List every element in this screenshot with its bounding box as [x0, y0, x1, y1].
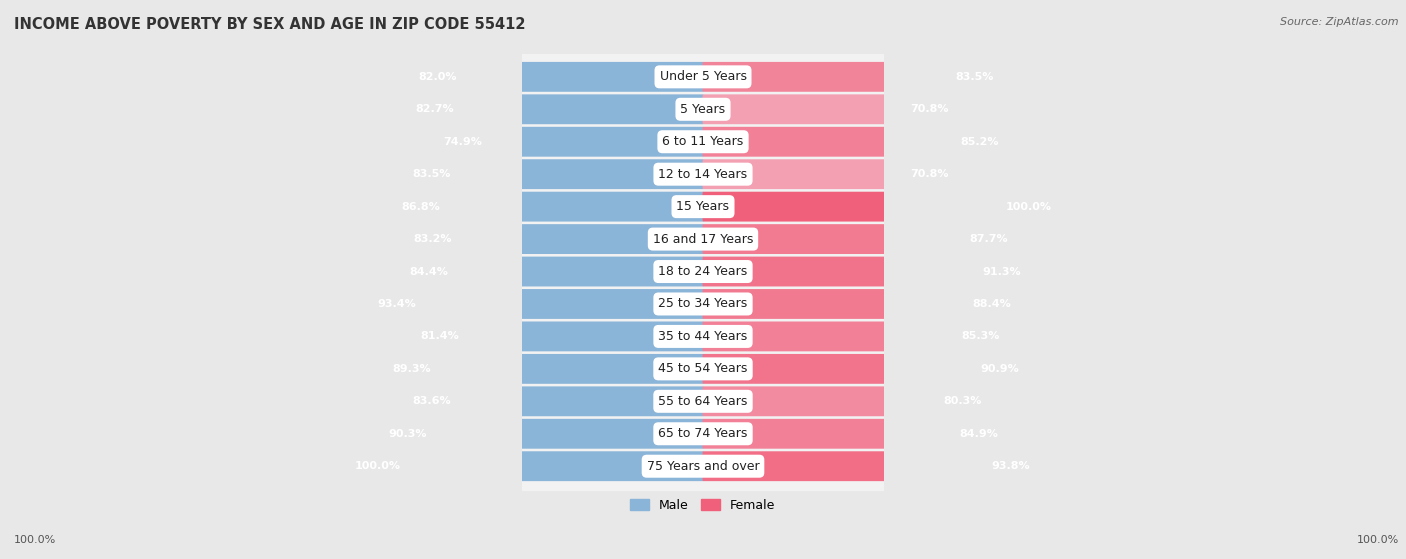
- Text: 85.2%: 85.2%: [960, 137, 1000, 147]
- Text: 5 Years: 5 Years: [681, 103, 725, 116]
- Text: 35 to 44 Years: 35 to 44 Years: [658, 330, 748, 343]
- FancyBboxPatch shape: [406, 386, 703, 416]
- Text: 80.3%: 80.3%: [943, 396, 981, 406]
- FancyBboxPatch shape: [703, 94, 955, 124]
- FancyBboxPatch shape: [703, 386, 988, 416]
- FancyBboxPatch shape: [703, 192, 1057, 221]
- Text: 12 to 14 Years: 12 to 14 Years: [658, 168, 748, 181]
- Text: 83.5%: 83.5%: [955, 72, 993, 82]
- Legend: Male, Female: Male, Female: [626, 494, 780, 517]
- FancyBboxPatch shape: [522, 247, 884, 296]
- FancyBboxPatch shape: [522, 84, 884, 134]
- Text: 91.3%: 91.3%: [983, 267, 1021, 277]
- FancyBboxPatch shape: [522, 279, 884, 329]
- FancyBboxPatch shape: [522, 311, 884, 362]
- Text: 86.8%: 86.8%: [401, 202, 440, 212]
- Text: 18 to 24 Years: 18 to 24 Years: [658, 265, 748, 278]
- Text: 88.4%: 88.4%: [972, 299, 1011, 309]
- FancyBboxPatch shape: [522, 182, 884, 231]
- Text: 82.7%: 82.7%: [416, 105, 454, 114]
- FancyBboxPatch shape: [703, 257, 1026, 286]
- Text: 70.8%: 70.8%: [910, 169, 949, 179]
- FancyBboxPatch shape: [703, 289, 1017, 319]
- FancyBboxPatch shape: [349, 451, 703, 481]
- FancyBboxPatch shape: [404, 257, 703, 286]
- FancyBboxPatch shape: [703, 321, 1005, 352]
- Text: 55 to 64 Years: 55 to 64 Years: [658, 395, 748, 408]
- Text: 45 to 54 Years: 45 to 54 Years: [658, 362, 748, 376]
- FancyBboxPatch shape: [522, 344, 884, 394]
- FancyBboxPatch shape: [703, 354, 1025, 384]
- Text: 6 to 11 Years: 6 to 11 Years: [662, 135, 744, 148]
- FancyBboxPatch shape: [437, 127, 703, 157]
- FancyBboxPatch shape: [409, 94, 703, 124]
- FancyBboxPatch shape: [522, 117, 884, 167]
- FancyBboxPatch shape: [387, 354, 703, 384]
- Text: INCOME ABOVE POVERTY BY SEX AND AGE IN ZIP CODE 55412: INCOME ABOVE POVERTY BY SEX AND AGE IN Z…: [14, 17, 526, 32]
- FancyBboxPatch shape: [371, 289, 703, 319]
- FancyBboxPatch shape: [406, 159, 703, 189]
- Text: 84.9%: 84.9%: [959, 429, 998, 439]
- FancyBboxPatch shape: [522, 149, 884, 199]
- Text: 82.0%: 82.0%: [418, 72, 457, 82]
- FancyBboxPatch shape: [522, 376, 884, 427]
- Text: Source: ZipAtlas.com: Source: ZipAtlas.com: [1281, 17, 1399, 27]
- Text: 83.5%: 83.5%: [413, 169, 451, 179]
- FancyBboxPatch shape: [522, 409, 884, 459]
- FancyBboxPatch shape: [703, 127, 1005, 157]
- Text: 100.0%: 100.0%: [354, 461, 401, 471]
- Text: 100.0%: 100.0%: [14, 535, 56, 545]
- Text: 93.4%: 93.4%: [378, 299, 416, 309]
- FancyBboxPatch shape: [408, 224, 703, 254]
- FancyBboxPatch shape: [703, 419, 1004, 449]
- Text: 70.8%: 70.8%: [910, 105, 949, 114]
- Text: 100.0%: 100.0%: [1005, 202, 1052, 212]
- Text: 93.8%: 93.8%: [991, 461, 1029, 471]
- FancyBboxPatch shape: [703, 451, 1036, 481]
- FancyBboxPatch shape: [703, 159, 955, 189]
- Text: 87.7%: 87.7%: [970, 234, 1008, 244]
- FancyBboxPatch shape: [382, 419, 703, 449]
- Text: 90.9%: 90.9%: [981, 364, 1019, 374]
- FancyBboxPatch shape: [522, 214, 884, 264]
- FancyBboxPatch shape: [522, 441, 884, 491]
- FancyBboxPatch shape: [415, 321, 703, 352]
- Text: 89.3%: 89.3%: [392, 364, 430, 374]
- Text: 75 Years and over: 75 Years and over: [647, 459, 759, 473]
- Text: 90.3%: 90.3%: [388, 429, 427, 439]
- Text: 81.4%: 81.4%: [420, 331, 458, 342]
- Text: 83.6%: 83.6%: [412, 396, 451, 406]
- Text: 84.4%: 84.4%: [409, 267, 449, 277]
- FancyBboxPatch shape: [522, 52, 884, 102]
- Text: 100.0%: 100.0%: [1357, 535, 1399, 545]
- FancyBboxPatch shape: [412, 62, 703, 92]
- Text: 83.2%: 83.2%: [413, 234, 453, 244]
- FancyBboxPatch shape: [703, 62, 1000, 92]
- Text: 74.9%: 74.9%: [443, 137, 482, 147]
- Text: 85.3%: 85.3%: [962, 331, 1000, 342]
- FancyBboxPatch shape: [703, 224, 1014, 254]
- Text: Under 5 Years: Under 5 Years: [659, 70, 747, 83]
- Text: 65 to 74 Years: 65 to 74 Years: [658, 427, 748, 440]
- Text: 15 Years: 15 Years: [676, 200, 730, 213]
- Text: 16 and 17 Years: 16 and 17 Years: [652, 233, 754, 245]
- FancyBboxPatch shape: [395, 192, 703, 221]
- Text: 25 to 34 Years: 25 to 34 Years: [658, 297, 748, 310]
